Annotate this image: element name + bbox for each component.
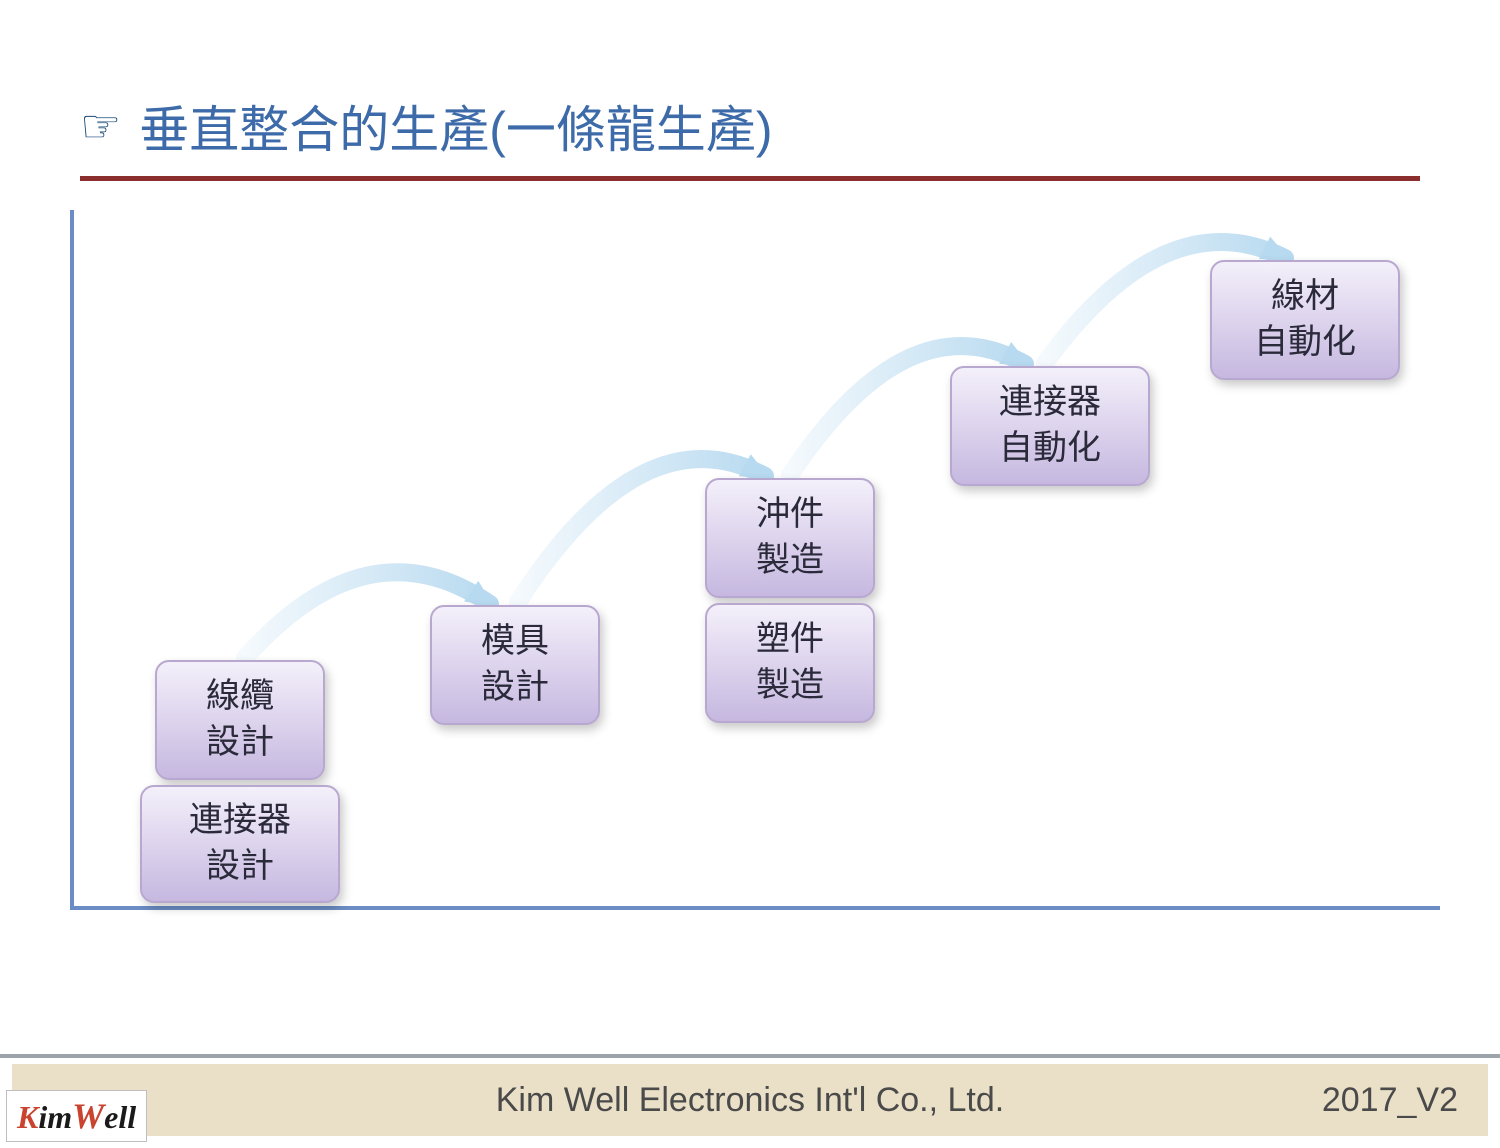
slide-header: ☞ 垂直整合的生產(一條龍生產) [80, 90, 1420, 181]
title-underline [80, 176, 1420, 181]
node-text-line2: 製造 [756, 538, 824, 584]
node-text-line2: 設計 [206, 844, 274, 890]
node-text-line1: 塑件 [756, 617, 824, 663]
node-text-line2: 自動化 [1254, 320, 1356, 366]
node-text-line2: 自動化 [999, 426, 1101, 472]
node-stamping-mfg: 沖件製造 [705, 478, 875, 598]
node-text-line1: 連接器 [999, 380, 1101, 426]
node-mold-design: 模具設計 [430, 605, 600, 725]
version-label: 2017_V2 [1322, 1081, 1458, 1120]
company-name: Kim Well Electronics Int'l Co., Ltd. [496, 1081, 1004, 1120]
footer: K im W ell Kim Well Electronics Int'l Co… [0, 1054, 1500, 1148]
node-connector-auto: 連接器自動化 [950, 366, 1150, 486]
node-text-line1: 連接器 [189, 798, 291, 844]
node-text-line2: 設計 [206, 720, 274, 766]
node-text-line1: 模具 [481, 619, 549, 665]
node-text-line1: 線材 [1271, 274, 1339, 320]
logo-letter-k: K [17, 1099, 38, 1136]
node-text-line2: 製造 [756, 663, 824, 709]
slide-title: 垂直整合的生產(一條龍生產) [139, 90, 772, 162]
logo: K im W ell [6, 1090, 147, 1142]
stair-chart: 線纜設計連接器設計模具設計沖件製造塑件製造連接器自動化線材自動化 [70, 210, 1440, 910]
pointer-icon: ☞ [80, 99, 121, 153]
node-connector-design: 連接器設計 [140, 785, 340, 903]
node-text-line1: 沖件 [756, 492, 824, 538]
node-cable-design: 線纜設計 [155, 660, 325, 780]
node-text-line2: 設計 [481, 665, 549, 711]
logo-letters-im: im [38, 1099, 72, 1136]
node-cable-auto: 線材自動化 [1210, 260, 1400, 380]
node-text-line1: 線纜 [206, 674, 274, 720]
node-molding-mfg: 塑件製造 [705, 603, 875, 723]
logo-letters-ell: ell [104, 1099, 136, 1136]
logo-letter-w: W [72, 1095, 104, 1137]
